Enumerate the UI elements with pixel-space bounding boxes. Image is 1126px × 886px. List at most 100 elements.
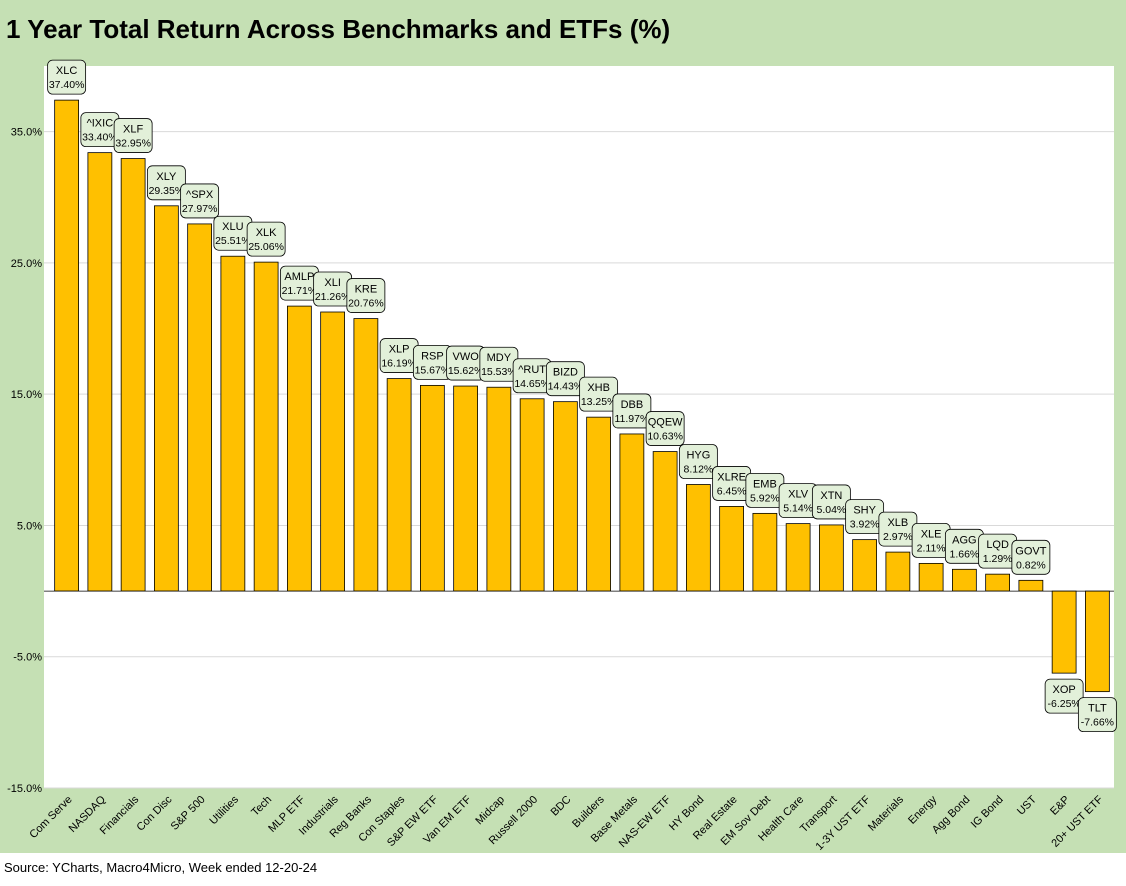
bar (752, 512, 778, 592)
bar (87, 152, 113, 592)
ticker-label: ^IXIC (87, 118, 114, 130)
data-label: ^SPX 27.97% (180, 183, 220, 219)
data-label-box (346, 278, 386, 313)
value-label: 14.65% (514, 378, 550, 390)
bar (386, 378, 412, 592)
source-note: Source: YCharts, Macro4Micro, Week ended… (4, 860, 318, 875)
value-label: 2.11% (917, 542, 946, 554)
data-label-box (645, 411, 685, 446)
value-label: 15.53% (481, 366, 517, 378)
data-label: ^RUT 14.65% (512, 358, 552, 394)
bar (952, 568, 977, 592)
x-tick-label: UST (1015, 793, 1039, 817)
bar (420, 384, 445, 592)
data-label: DBB 11.97% (612, 393, 652, 429)
value-label: 5.04% (816, 504, 846, 516)
data-label: XLC 37.40% (47, 59, 87, 95)
chart-title: 1 Year Total Return Across Benchmarks an… (6, 14, 671, 44)
data-label: XLI 21.26% (313, 271, 353, 307)
data-label: AGG 1.66% (944, 528, 984, 564)
bar (253, 261, 279, 592)
value-label: 16.19% (381, 358, 417, 370)
x-tick-label: S&P 500 (169, 794, 208, 833)
data-label-box (47, 59, 87, 95)
value-label: 27.97% (182, 203, 218, 215)
bar (486, 386, 512, 592)
bar (1051, 590, 1077, 674)
ticker-label: BIZD (553, 367, 578, 379)
ticker-label: AMLP (284, 271, 314, 283)
x-tick-label: Materials (866, 793, 906, 833)
data-label: MDY 15.53% (479, 346, 519, 382)
data-label: XLF 32.95% (113, 118, 153, 153)
ticker-label: EMB (753, 478, 777, 490)
ticker-label: ^RUT (518, 364, 546, 376)
data-label: XHB 13.25% (579, 376, 619, 412)
value-label: 13.25% (581, 396, 617, 408)
x-tick-label: IG Bond (969, 794, 1006, 831)
bar (586, 416, 611, 592)
y-tick-label: -15.0% (7, 783, 42, 795)
value-label: 2.97% (883, 531, 913, 543)
bar (553, 401, 578, 592)
y-tick-label: 5.0% (17, 520, 42, 532)
bar (785, 523, 811, 592)
bar (686, 484, 711, 592)
ticker-label: XLE (921, 528, 942, 540)
ticker-label: XLK (256, 227, 277, 239)
value-label: 14.43% (548, 381, 584, 393)
ticker-label: XLB (887, 517, 908, 529)
data-label: VWO 15.62% (446, 345, 486, 381)
data-label: EMB 5.92% (745, 472, 785, 508)
data-label-box (246, 221, 286, 257)
data-label-box (612, 393, 652, 429)
bar (719, 506, 744, 592)
bar (287, 305, 312, 592)
value-label: 1.29% (983, 553, 1013, 565)
value-label: 1.66% (949, 548, 979, 560)
data-label: TLT -7.66% (1077, 697, 1117, 733)
data-label-box (1011, 539, 1051, 575)
bar (187, 223, 212, 592)
value-label: 0.82% (1016, 559, 1046, 571)
value-label: 6.45% (717, 485, 747, 497)
data-label-box (146, 165, 186, 201)
ticker-label: VWO (452, 351, 479, 363)
data-label-box (113, 118, 153, 153)
ticker-label: QQEW (648, 417, 683, 429)
data-label: XLB 2.97% (878, 511, 918, 547)
data-label: XLK 25.06% (246, 221, 286, 257)
data-label-box (180, 183, 220, 219)
ticker-label: KRE (355, 284, 378, 296)
value-label: 15.67% (415, 364, 451, 376)
value-label: 20.76% (348, 298, 384, 310)
data-label: XLP 16.19% (379, 338, 419, 373)
ticker-label: XLF (123, 124, 143, 136)
ticker-label: XLU (222, 221, 243, 233)
bar (54, 99, 79, 592)
ticker-label: XLRE (717, 471, 746, 483)
ticker-label: XTN (820, 490, 842, 502)
ticker-label: DBB (621, 399, 644, 411)
data-label: ^IXIC 33.40% (80, 112, 120, 148)
value-label: 37.40% (49, 79, 85, 91)
ticker-label: XLI (324, 277, 341, 289)
data-label: KRE 20.76% (346, 278, 386, 313)
ticker-label: XLC (56, 65, 77, 77)
value-label: 33.40% (82, 132, 118, 144)
x-tick-label: BDC (549, 794, 574, 819)
bar (885, 551, 911, 592)
value-label: -6.25% (1047, 698, 1080, 710)
x-tick-label: Tech (249, 794, 274, 819)
bar (353, 318, 379, 592)
ticker-label: ^SPX (186, 189, 214, 201)
data-label: XTN 5.04% (811, 484, 851, 520)
value-label: 25.06% (248, 241, 284, 253)
data-label: RSP 15.67% (412, 344, 452, 380)
data-label: BIZD 14.43% (545, 361, 585, 397)
value-label: 32.95% (115, 138, 151, 150)
ticker-label: LQD (986, 539, 1009, 551)
ticker-label: XLP (389, 344, 410, 356)
data-label-box (1077, 697, 1117, 733)
